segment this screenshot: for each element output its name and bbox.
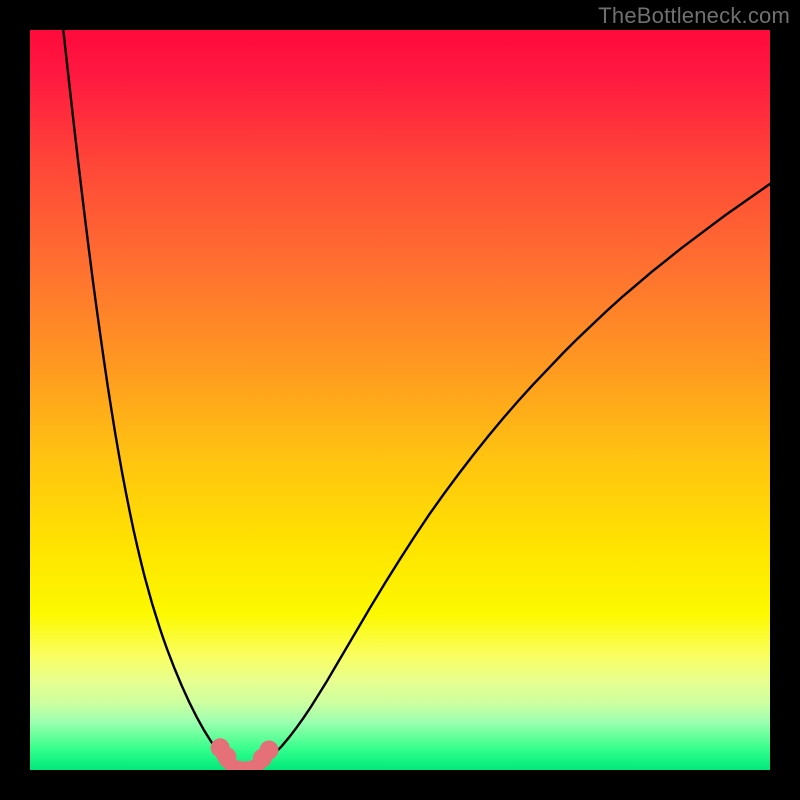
- plot-background: [30, 30, 770, 770]
- bottleneck-chart: [0, 0, 800, 800]
- marker-dot-3: [260, 741, 279, 760]
- watermark-text: TheBottleneck.com: [598, 3, 790, 29]
- marker-dot-1: [217, 747, 236, 766]
- chart-container: TheBottleneck.com: [0, 0, 800, 800]
